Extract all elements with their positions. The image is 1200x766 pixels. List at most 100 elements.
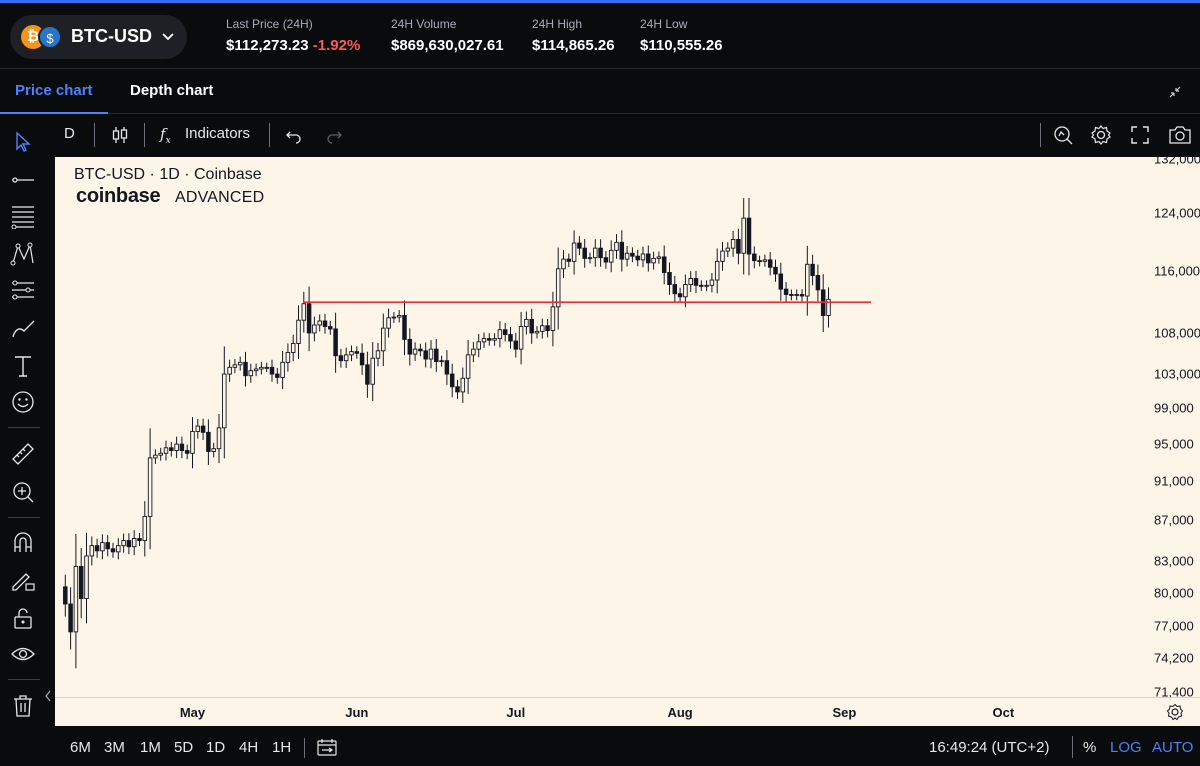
settings-gear-icon[interactable]: [1090, 124, 1112, 146]
undo-icon[interactable]: [285, 127, 303, 145]
candle-body: [540, 325, 545, 332]
pattern-icon[interactable]: [10, 241, 36, 267]
candle-body: [524, 318, 529, 328]
lock-icon[interactable]: [10, 605, 36, 631]
trend-line-icon[interactable]: [10, 167, 36, 193]
redo-icon[interactable]: [325, 127, 343, 145]
rail-collapse-chevron-icon[interactable]: [44, 690, 52, 702]
zoom-in-icon[interactable]: [10, 479, 36, 505]
stat-last-price: Last Price (24H) $112,273.23 -1.92%: [226, 17, 360, 54]
lock-drawing-icon[interactable]: [10, 567, 36, 593]
candle-body: [741, 217, 746, 254]
fullscreen-icon[interactable]: [1130, 125, 1150, 145]
price-chart[interactable]: BTC-USD · 1D · Coinbase coinbase ADVANCE…: [55, 157, 1200, 697]
bottom-bar: 6M 3M 1M 5D 1D 4H 1H 16:49:24 (UTC+2) % …: [0, 726, 1200, 766]
indicators-button[interactable]: Indicators: [185, 125, 251, 142]
visibility-icon[interactable]: [10, 641, 36, 667]
candle: [169, 441, 174, 457]
candle: [720, 241, 725, 271]
axis-settings-icon[interactable]: [1166, 703, 1184, 721]
emoji-icon[interactable]: [10, 389, 36, 415]
candle-body: [179, 443, 185, 451]
candle: [730, 230, 736, 257]
candle-body: [667, 272, 672, 286]
fx-icon[interactable]: fx: [160, 125, 171, 146]
candle: [349, 345, 354, 362]
time-tick-label: Aug: [667, 705, 693, 720]
price-tick-label: 132,000: [1154, 151, 1200, 167]
quick-search-icon[interactable]: [1052, 124, 1074, 146]
timeframe-5d[interactable]: 5D: [174, 739, 194, 756]
ruler-icon[interactable]: [10, 441, 36, 467]
candlestick-plot[interactable]: [55, 157, 1200, 697]
timeframe-1d[interactable]: 1D: [206, 739, 226, 756]
price-tick-label: 103,000: [1154, 366, 1200, 382]
time-axis[interactable]: May Jun Jul Aug Sep Oct: [55, 697, 1200, 726]
candle-body: [794, 294, 799, 296]
timeframe-4h[interactable]: 4H: [239, 739, 259, 756]
candle-body: [826, 298, 831, 316]
tab-price-chart[interactable]: Price chart: [0, 82, 108, 114]
candle: [497, 321, 503, 348]
candle-body: [174, 443, 179, 451]
clock-display[interactable]: 16:49:24 (UTC+2): [929, 739, 1050, 756]
timeframe-1h[interactable]: 1H: [272, 739, 292, 756]
candle: [211, 442, 216, 458]
timeframe-1m[interactable]: 1M: [140, 739, 161, 756]
coinbase-advanced-label: ADVANCED: [175, 189, 265, 206]
candle-body: [656, 256, 662, 259]
candle: [529, 308, 534, 344]
candle: [418, 343, 423, 357]
candle-body: [714, 260, 720, 281]
candle: [699, 280, 704, 292]
candle: [126, 533, 132, 555]
candle: [624, 245, 630, 267]
candle-body: [312, 324, 317, 334]
candle: [333, 312, 338, 373]
candle-body: [545, 325, 550, 331]
fib-retracement-icon[interactable]: [10, 203, 36, 229]
brush-icon[interactable]: [10, 315, 36, 341]
percent-scale-toggle[interactable]: %: [1083, 739, 1097, 756]
candle: [301, 291, 307, 333]
candle: [253, 363, 259, 377]
magnet-icon[interactable]: [10, 529, 36, 555]
price-tick-label: 95,000: [1154, 436, 1194, 452]
candle: [147, 428, 153, 550]
pair-selector-button[interactable]: ₿ $ BTC-USD: [10, 15, 187, 59]
candle-body: [237, 361, 243, 366]
candle: [566, 253, 572, 268]
camera-icon[interactable]: [1168, 124, 1192, 146]
cursor-icon[interactable]: [10, 129, 36, 155]
candle: [688, 271, 693, 293]
collapse-icon[interactable]: [1168, 85, 1182, 99]
timeframe-6m[interactable]: 6M: [70, 739, 91, 756]
candle: [614, 234, 619, 259]
candle-type-icon[interactable]: [110, 125, 130, 145]
candle-body: [439, 360, 444, 363]
candle-body: [338, 355, 344, 362]
candle: [63, 574, 68, 617]
candle-body: [169, 447, 174, 451]
log-scale-toggle[interactable]: LOG: [1110, 739, 1142, 756]
candle-body: [550, 306, 556, 331]
candle-body: [343, 354, 349, 362]
text-icon[interactable]: [10, 353, 36, 379]
candle-body: [333, 328, 338, 357]
candle: [783, 282, 789, 302]
interval-button[interactable]: D: [64, 125, 75, 142]
candle-body: [253, 368, 259, 372]
candle-body: [259, 366, 264, 370]
date-range-icon[interactable]: [316, 737, 338, 757]
prediction-icon[interactable]: [10, 277, 36, 303]
tab-depth-chart[interactable]: Depth chart: [130, 82, 214, 99]
trash-icon[interactable]: [10, 693, 36, 719]
candle: [518, 311, 524, 365]
candle-body: [407, 338, 413, 355]
auto-scale-toggle[interactable]: AUTO: [1152, 739, 1194, 756]
timeframe-3m[interactable]: 3M: [104, 739, 125, 756]
candle-body: [412, 348, 418, 355]
candle-body: [137, 538, 142, 541]
candle-body: [709, 279, 715, 286]
candle: [121, 533, 126, 553]
